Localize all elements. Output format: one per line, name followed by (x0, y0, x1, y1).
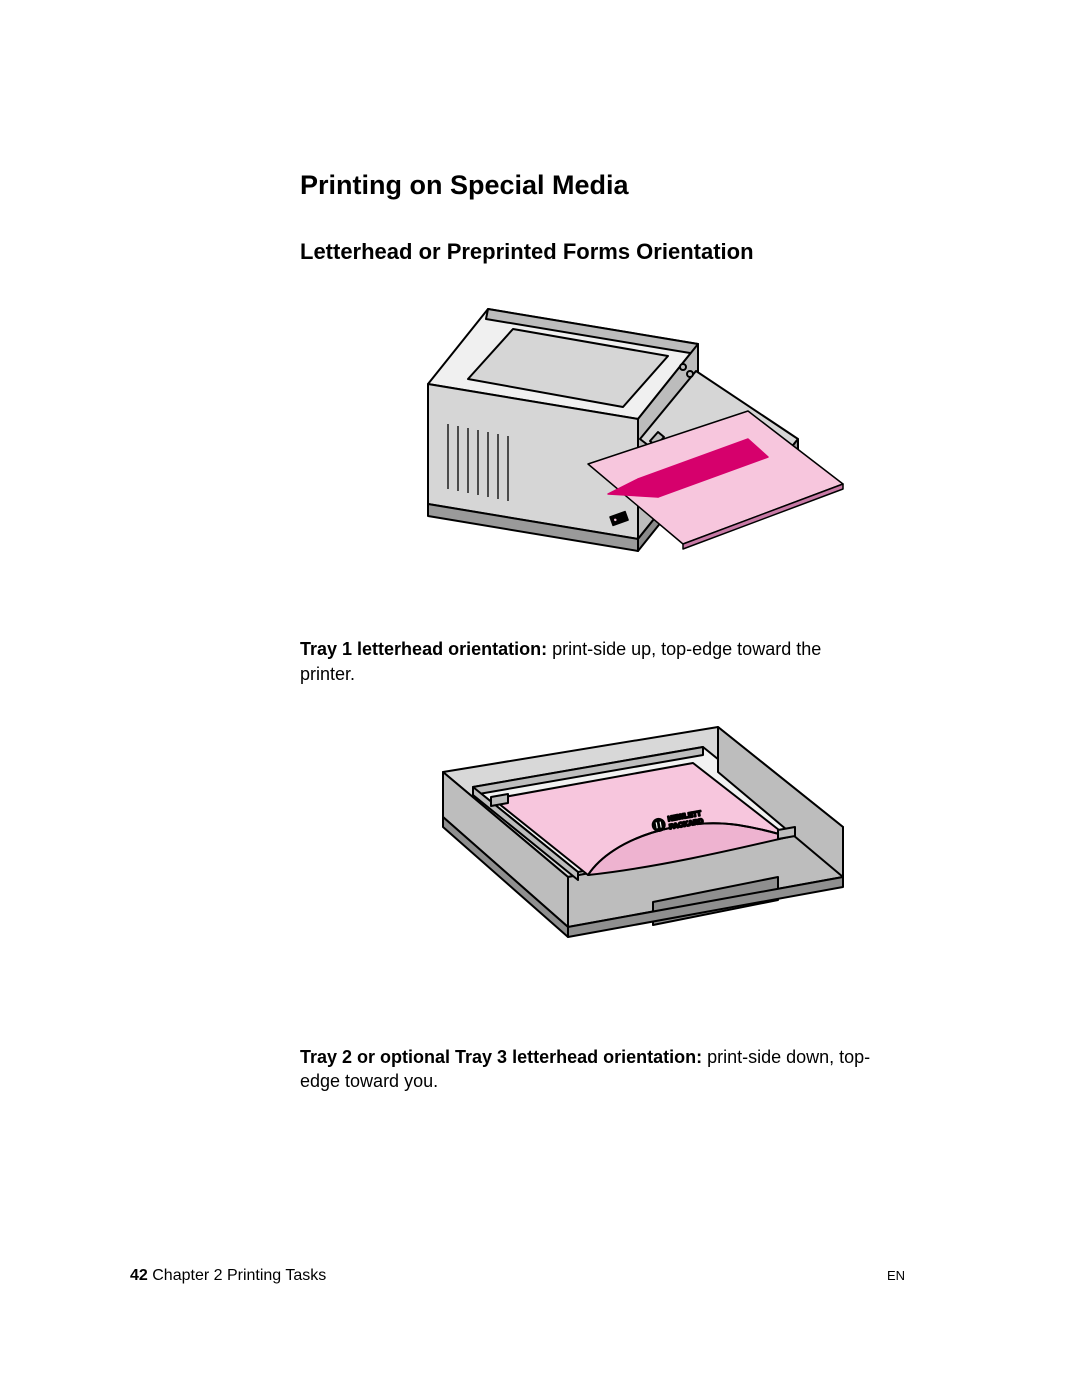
footer-left: 42 Chapter 2 Printing Tasks (130, 1267, 326, 1285)
caption-tray2: Tray 2 or optional Tray 3 letterhead ori… (300, 1045, 880, 1095)
figure-tray2: HEWLETT PACKARD (323, 717, 883, 1027)
footer-lang: EN (887, 1268, 905, 1283)
page-heading-1: Printing on Special Media (300, 170, 905, 201)
footer-page-number: 42 (130, 1267, 148, 1284)
figure-tray1 (338, 289, 868, 619)
page-footer: 42 Chapter 2 Printing Tasks EN (130, 1267, 905, 1285)
tray2-illustration-icon: HEWLETT PACKARD (323, 717, 883, 1027)
caption-tray1-bold: Tray 1 letterhead orientation: (300, 639, 547, 659)
caption-tray1: Tray 1 letterhead orientation: print-sid… (300, 637, 880, 687)
page-heading-2: Letterhead or Preprinted Forms Orientati… (300, 239, 905, 265)
caption-tray2-bold: Tray 2 or optional Tray 3 letterhead ori… (300, 1047, 702, 1067)
footer-chapter: Chapter 2 Printing Tasks (148, 1267, 326, 1284)
printer-tray1-illustration-icon (338, 289, 868, 619)
